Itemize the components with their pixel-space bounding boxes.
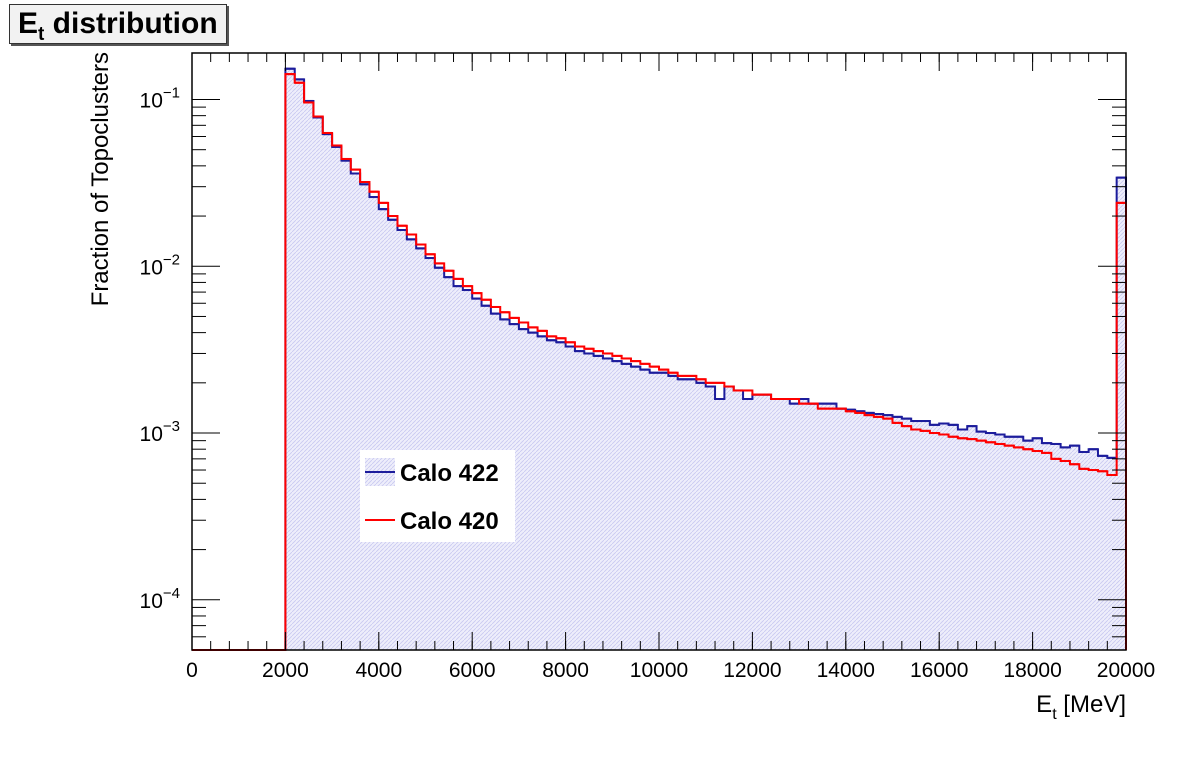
x-axis-title: Et [MeV] [1036,691,1126,723]
x-tick-label: 10000 [630,659,688,682]
x-tick-label: 12000 [723,659,781,682]
x-tick-label: 4000 [355,659,402,682]
plot-area [192,67,1127,651]
x-tick-label: 18000 [1003,659,1061,682]
x-tick-label: 8000 [542,659,589,682]
legend-entry: Calo 422 [365,458,499,487]
y-tick-label: 10−1 [140,84,180,112]
x-tick-label: 0 [186,659,198,682]
x-tick-label: 14000 [817,659,875,682]
y-tick-label: 10−4 [140,585,180,613]
x-tick-label: 20000 [1097,659,1155,682]
x-tick-label: 16000 [910,659,968,682]
x-tick-label: 2000 [262,659,309,682]
title-main: E [18,7,39,40]
legend-entry: Calo 420 [365,508,499,535]
title-subscript: t [38,24,45,45]
legend: Calo 422 Calo 420 [360,450,515,542]
series-fill-calo-422 [192,68,1126,650]
legend-label: Calo 420 [400,508,499,535]
y-tick-label: 10−3 [140,418,180,446]
legend-label: Calo 422 [400,460,499,487]
axes: 0 2000 4000 6000 8000 10000 12000 14000 16000 180… [87,52,1155,723]
x-tick-label: 6000 [449,659,496,682]
y-axis-title: Fraction of Topoclusters [87,52,114,306]
y-tick-label: 10−2 [140,251,180,279]
title-rest: distribution [44,7,218,40]
chart-title: Et distribution [9,4,227,45]
series-line [192,73,1127,651]
